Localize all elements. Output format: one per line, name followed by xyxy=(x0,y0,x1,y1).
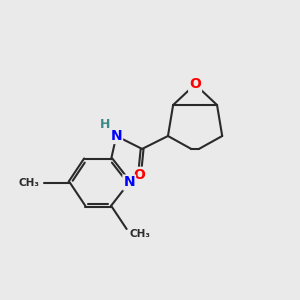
Text: H: H xyxy=(100,118,111,131)
Text: N: N xyxy=(123,176,135,190)
Text: CH₃: CH₃ xyxy=(18,178,39,188)
Text: N: N xyxy=(110,129,122,143)
Text: O: O xyxy=(134,168,146,182)
Text: CH₃: CH₃ xyxy=(129,229,150,239)
Text: O: O xyxy=(189,77,201,91)
